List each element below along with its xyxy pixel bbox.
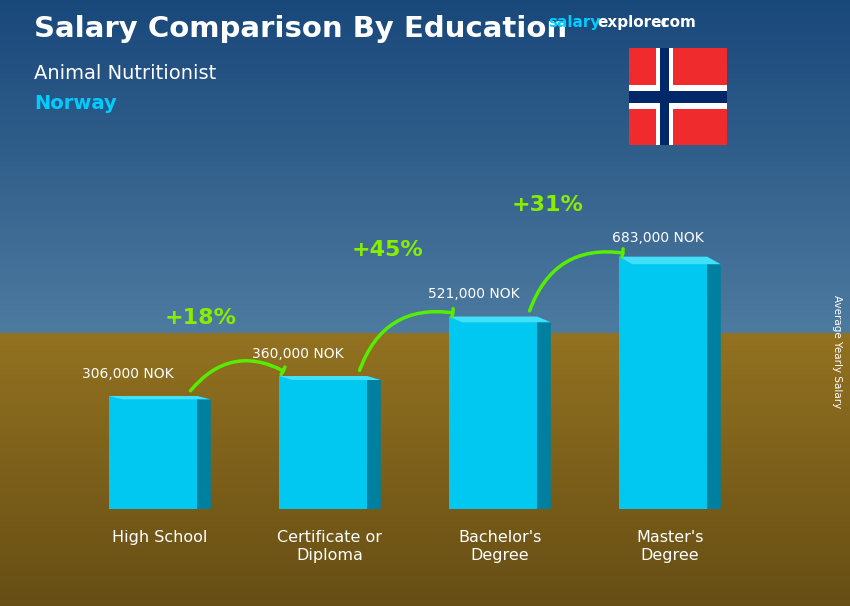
Text: explorer: explorer [598,15,670,30]
Polygon shape [109,396,211,399]
Polygon shape [367,376,381,509]
Text: Bachelor's
Degree: Bachelor's Degree [458,530,541,562]
Polygon shape [707,257,721,509]
Text: 360,000 NOK: 360,000 NOK [252,347,343,361]
Bar [619,257,707,509]
Text: Salary Comparison By Education: Salary Comparison By Education [34,15,567,43]
Text: Average Yearly Salary: Average Yearly Salary [832,295,842,408]
Text: +18%: +18% [165,308,236,328]
Text: 521,000 NOK: 521,000 NOK [428,287,520,301]
Text: Animal Nutritionist: Animal Nutritionist [34,64,216,82]
Polygon shape [619,257,721,264]
Text: +45%: +45% [352,240,423,260]
Polygon shape [537,316,551,509]
Bar [655,48,673,145]
Text: 683,000 NOK: 683,000 NOK [612,230,704,245]
Text: Norway: Norway [34,94,116,113]
Text: .com: .com [655,15,696,30]
Text: High School: High School [112,530,207,545]
Polygon shape [449,316,551,322]
Text: Master's
Degree: Master's Degree [636,530,704,562]
Bar [279,376,367,509]
Bar [629,85,727,109]
Text: 306,000 NOK: 306,000 NOK [82,367,173,381]
Text: +31%: +31% [512,195,583,215]
Polygon shape [279,376,381,380]
Bar [660,48,669,145]
Text: Certificate or
Diploma: Certificate or Diploma [277,530,382,562]
Bar [109,396,197,509]
Bar [449,316,537,509]
Text: salary: salary [548,15,601,30]
Polygon shape [197,396,211,509]
Bar [629,91,727,103]
